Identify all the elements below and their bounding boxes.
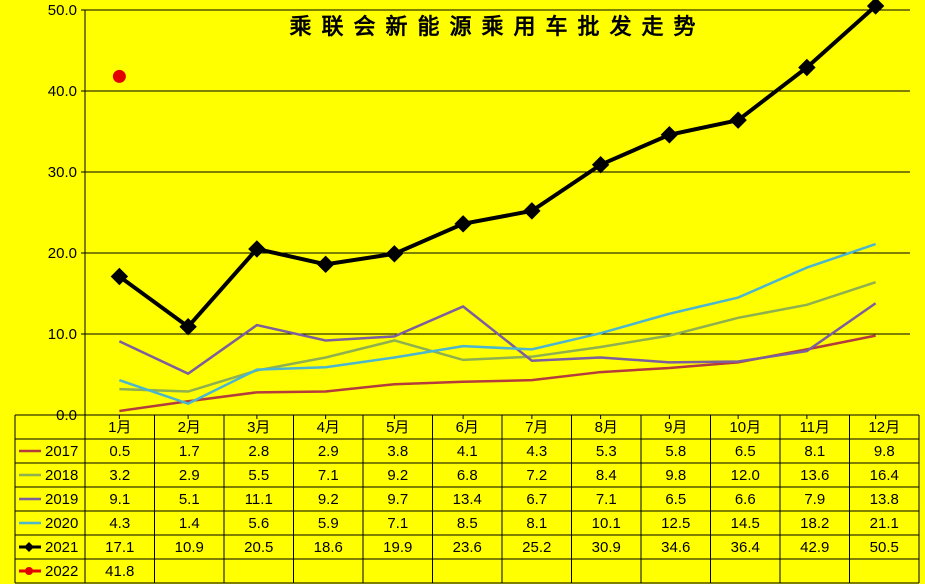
data-cell: 8.5 (457, 515, 478, 532)
data-cell: 50.5 (870, 539, 899, 556)
data-cell: 1.7 (179, 443, 200, 460)
data-cell: 6.5 (735, 443, 756, 460)
data-cell: 7.1 (387, 515, 408, 532)
y-tick-label: 30.0 (48, 164, 77, 181)
month-header: 2月 (178, 419, 201, 436)
month-header: 8月 (595, 419, 618, 436)
month-header: 4月 (317, 419, 340, 436)
data-cell: 18.6 (314, 539, 343, 556)
marker-diamond (661, 127, 677, 143)
data-cell: 1.4 (179, 515, 200, 532)
data-cell: 4.3 (109, 515, 130, 532)
data-cell: 5.6 (248, 515, 269, 532)
y-tick-label: 40.0 (48, 83, 77, 100)
data-cell: 9.7 (387, 491, 408, 508)
data-cell: 20.5 (244, 539, 273, 556)
month-header: 11月 (799, 419, 830, 436)
month-header: 7月 (525, 419, 548, 436)
data-cell: 9.2 (387, 467, 408, 484)
data-cell: 2.9 (179, 467, 200, 484)
legend-marker-diamond (24, 542, 34, 552)
data-cell: 17.1 (105, 539, 134, 556)
data-cell: 0.5 (109, 443, 130, 460)
y-tick-label: 20.0 (48, 245, 77, 262)
data-cell: 12.0 (731, 467, 760, 484)
legend-marker-circle (25, 567, 33, 575)
data-cell: 7.9 (804, 491, 825, 508)
series-line-2020 (119, 244, 875, 404)
data-cell: 12.5 (661, 515, 690, 532)
month-header: 6月 (456, 419, 479, 436)
data-cell: 10.9 (175, 539, 204, 556)
month-header: 10月 (729, 419, 761, 436)
data-cell: 2.9 (318, 443, 339, 460)
data-cell: 8.1 (526, 515, 547, 532)
month-header: 1月 (108, 419, 131, 436)
data-cell: 6.5 (665, 491, 686, 508)
data-cell: 7.2 (526, 467, 547, 484)
y-tick-label: 10.0 (48, 326, 77, 343)
series-line-2021 (119, 6, 875, 327)
marker-diamond (455, 216, 471, 232)
data-cell: 5.9 (318, 515, 339, 532)
data-cell: 11.1 (245, 491, 273, 508)
data-cell: 18.2 (800, 515, 829, 532)
month-header: 3月 (247, 419, 270, 436)
data-cell: 13.6 (800, 467, 829, 484)
data-cell: 9.8 (874, 443, 895, 460)
data-cell: 7.1 (596, 491, 617, 508)
month-header: 12月 (868, 419, 900, 436)
data-cell: 4.3 (526, 443, 547, 460)
data-cell: 41.8 (105, 563, 134, 580)
data-cell: 3.2 (109, 467, 130, 484)
data-cell: 2.8 (248, 443, 269, 460)
data-cell: 19.9 (383, 539, 412, 556)
data-cell: 23.6 (453, 539, 482, 556)
series-line-2018 (119, 282, 875, 391)
data-cell: 9.2 (318, 491, 339, 508)
month-header: 9月 (664, 419, 687, 436)
marker-diamond (318, 256, 334, 272)
data-cell: 13.4 (453, 491, 482, 508)
data-cell: 8.1 (804, 443, 825, 460)
data-cell: 3.8 (387, 443, 408, 460)
legend-label: 2018 (45, 467, 78, 484)
data-cell: 14.5 (731, 515, 760, 532)
chart-container: 乘联会新能源乘用车批发走势0.010.020.030.040.050.01月2月… (0, 0, 925, 584)
data-cell: 5.3 (596, 443, 617, 460)
data-cell: 9.1 (109, 491, 130, 508)
y-tick-label: 50.0 (48, 2, 77, 19)
chart-title: 乘联会新能源乘用车批发走势 (288, 14, 705, 39)
data-cell: 16.4 (870, 467, 899, 484)
data-cell: 7.1 (318, 467, 339, 484)
data-cell: 25.2 (522, 539, 551, 556)
line-chart: 乘联会新能源乘用车批发走势0.010.020.030.040.050.01月2月… (0, 0, 925, 584)
data-cell: 34.6 (661, 539, 690, 556)
legend-label: 2022 (45, 563, 78, 580)
data-cell: 4.1 (457, 443, 478, 460)
data-cell: 5.5 (248, 467, 269, 484)
marker-diamond (386, 246, 402, 262)
data-cell: 10.1 (592, 515, 621, 532)
data-cell: 21.1 (870, 515, 899, 532)
data-cell: 30.9 (592, 539, 621, 556)
legend-label: 2021 (45, 539, 78, 556)
data-cell: 6.8 (457, 467, 478, 484)
data-cell: 6.7 (526, 491, 547, 508)
marker-circle (113, 70, 125, 82)
data-cell: 8.4 (596, 467, 617, 484)
legend-label: 2019 (45, 491, 78, 508)
data-cell: 5.8 (665, 443, 686, 460)
data-cell: 42.9 (800, 539, 829, 556)
data-cell: 9.8 (665, 467, 686, 484)
month-header: 5月 (386, 419, 409, 436)
data-cell: 5.1 (179, 491, 200, 508)
data-cell: 6.6 (735, 491, 756, 508)
legend-label: 2017 (45, 443, 78, 460)
legend-label: 2020 (45, 515, 78, 532)
data-cell: 36.4 (731, 539, 760, 556)
data-cell: 13.8 (870, 491, 899, 508)
